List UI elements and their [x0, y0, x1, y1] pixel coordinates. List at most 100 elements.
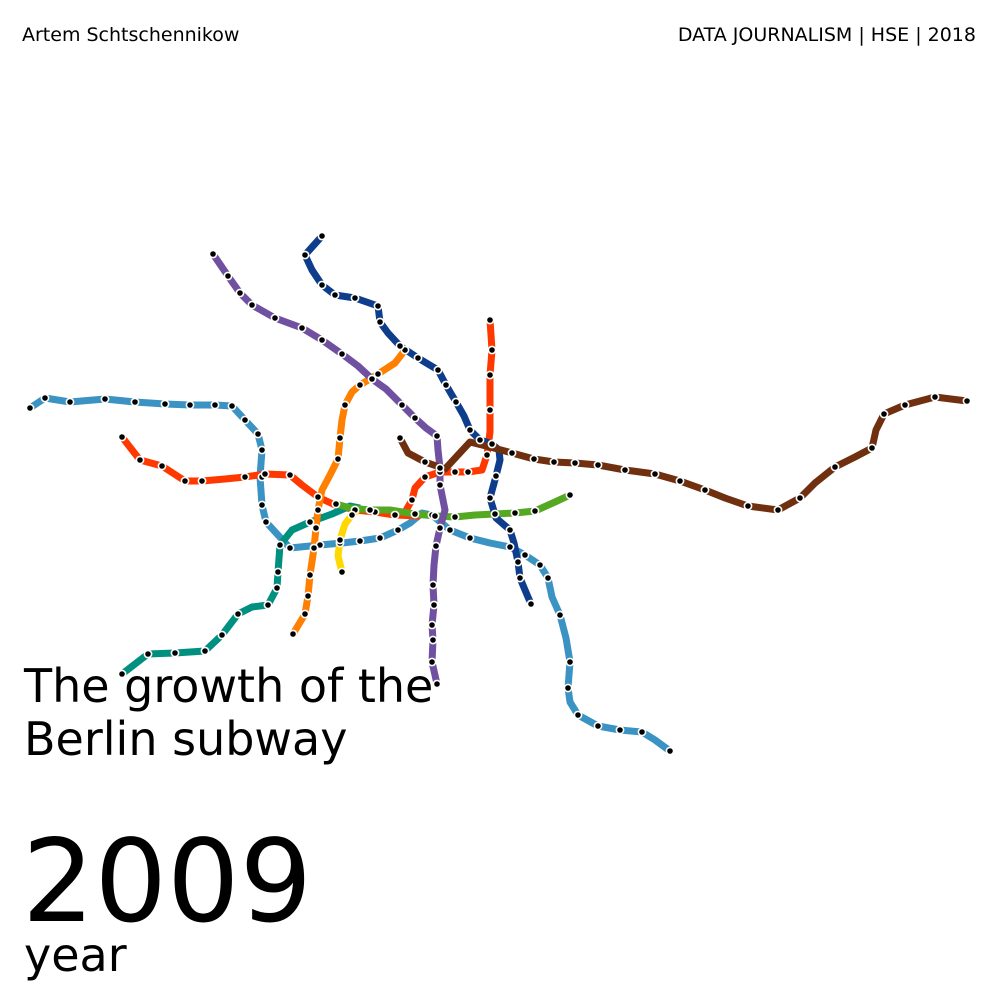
station-dot: [247, 300, 257, 310]
station-dot: [335, 433, 345, 443]
station-dot: [487, 439, 497, 449]
station-dot: [337, 349, 347, 359]
subway-line-dark-blue: [301, 233, 535, 606]
station-dot: [620, 465, 630, 475]
station-dot: [563, 683, 573, 693]
station-dot: [285, 543, 295, 553]
year-label: year: [24, 928, 127, 982]
station-dot: [515, 573, 525, 583]
station-dot: [555, 610, 565, 620]
station-dot: [543, 573, 553, 583]
station-dot: [410, 509, 420, 519]
station-dot: [143, 649, 153, 659]
station-dot: [573, 710, 583, 720]
station-dot: [743, 501, 753, 511]
station-dot: [491, 471, 501, 481]
station-dot: [441, 380, 451, 390]
station-dot: [867, 443, 877, 453]
station-dot: [427, 657, 437, 667]
station-dot: [257, 445, 267, 455]
station-dot: [430, 511, 440, 521]
station-dot: [570, 458, 580, 468]
station-dot: [170, 648, 180, 658]
station-dot: [445, 525, 455, 535]
station-dot: [260, 469, 270, 479]
station-dot: [429, 600, 439, 610]
station-dot: [373, 301, 383, 311]
station-dot: [335, 535, 345, 545]
station-dot: [432, 431, 442, 441]
station-dot: [795, 493, 805, 503]
station-dot: [465, 533, 475, 543]
station-dot: [450, 512, 460, 522]
station-dot: [535, 560, 545, 570]
station-dot: [135, 455, 145, 465]
station-dot: [367, 374, 377, 384]
station-dot: [485, 315, 495, 325]
station-dot: [40, 393, 50, 403]
station-dot: [420, 457, 430, 467]
station-dot: [390, 510, 400, 520]
station-dot: [305, 517, 315, 527]
station-dot: [300, 250, 310, 260]
map-title: The growth of the Berlin subway: [24, 659, 434, 766]
station-dot: [395, 433, 405, 443]
subway-line-brown: [396, 393, 968, 514]
station-dot: [285, 470, 295, 480]
station-dot: [117, 669, 127, 679]
station-dot: [100, 394, 110, 404]
station-dot: [317, 280, 327, 290]
station-dot: [530, 506, 540, 516]
station-dot: [395, 341, 405, 351]
station-dot: [463, 467, 473, 477]
station-dot: [393, 525, 403, 535]
station-dot: [435, 523, 445, 533]
station-dot: [700, 485, 710, 495]
station-dot: [505, 542, 515, 552]
station-dot: [253, 429, 263, 439]
station-dot: [565, 490, 575, 500]
station-dot: [675, 476, 685, 486]
station-dot: [223, 271, 233, 281]
station-dot: [275, 540, 285, 550]
station-dot: [397, 400, 407, 410]
subway-line-purple: [210, 252, 449, 685]
station-dot: [565, 657, 575, 667]
station-dot: [261, 517, 271, 527]
station-dot: [185, 400, 195, 410]
station-dot: [962, 396, 972, 406]
station-dot: [263, 600, 273, 610]
station-dot: [930, 392, 940, 402]
station-dot: [160, 399, 170, 409]
station-dot: [451, 397, 461, 407]
station-dot: [311, 523, 321, 533]
station-dot: [200, 646, 210, 656]
station-dot: [428, 635, 438, 645]
station-dot: [375, 317, 385, 327]
station-dot: [272, 583, 282, 593]
station-dot: [303, 591, 313, 601]
station-dot: [420, 472, 430, 482]
station-dot: [526, 599, 536, 609]
station-dot: [637, 727, 647, 737]
year-value: 2009: [22, 815, 313, 948]
station-dot: [475, 435, 485, 445]
station-dot: [879, 409, 889, 419]
subway-stations: [25, 231, 972, 756]
credit-label: DATA JOURNALISM | HSE | 2018: [677, 24, 976, 46]
station-dot: [340, 400, 350, 410]
station-dot: [65, 397, 75, 407]
station-dot: [305, 570, 315, 580]
station-dot: [330, 290, 340, 300]
station-dot: [413, 353, 423, 363]
station-dot: [317, 231, 327, 241]
station-dot: [410, 413, 420, 423]
station-dot: [117, 432, 127, 442]
station-dot: [197, 476, 207, 486]
station-dot: [485, 370, 495, 380]
station-dot: [350, 293, 360, 303]
station-dot: [217, 630, 227, 640]
station-dot: [485, 493, 495, 503]
station-dot: [510, 508, 520, 518]
